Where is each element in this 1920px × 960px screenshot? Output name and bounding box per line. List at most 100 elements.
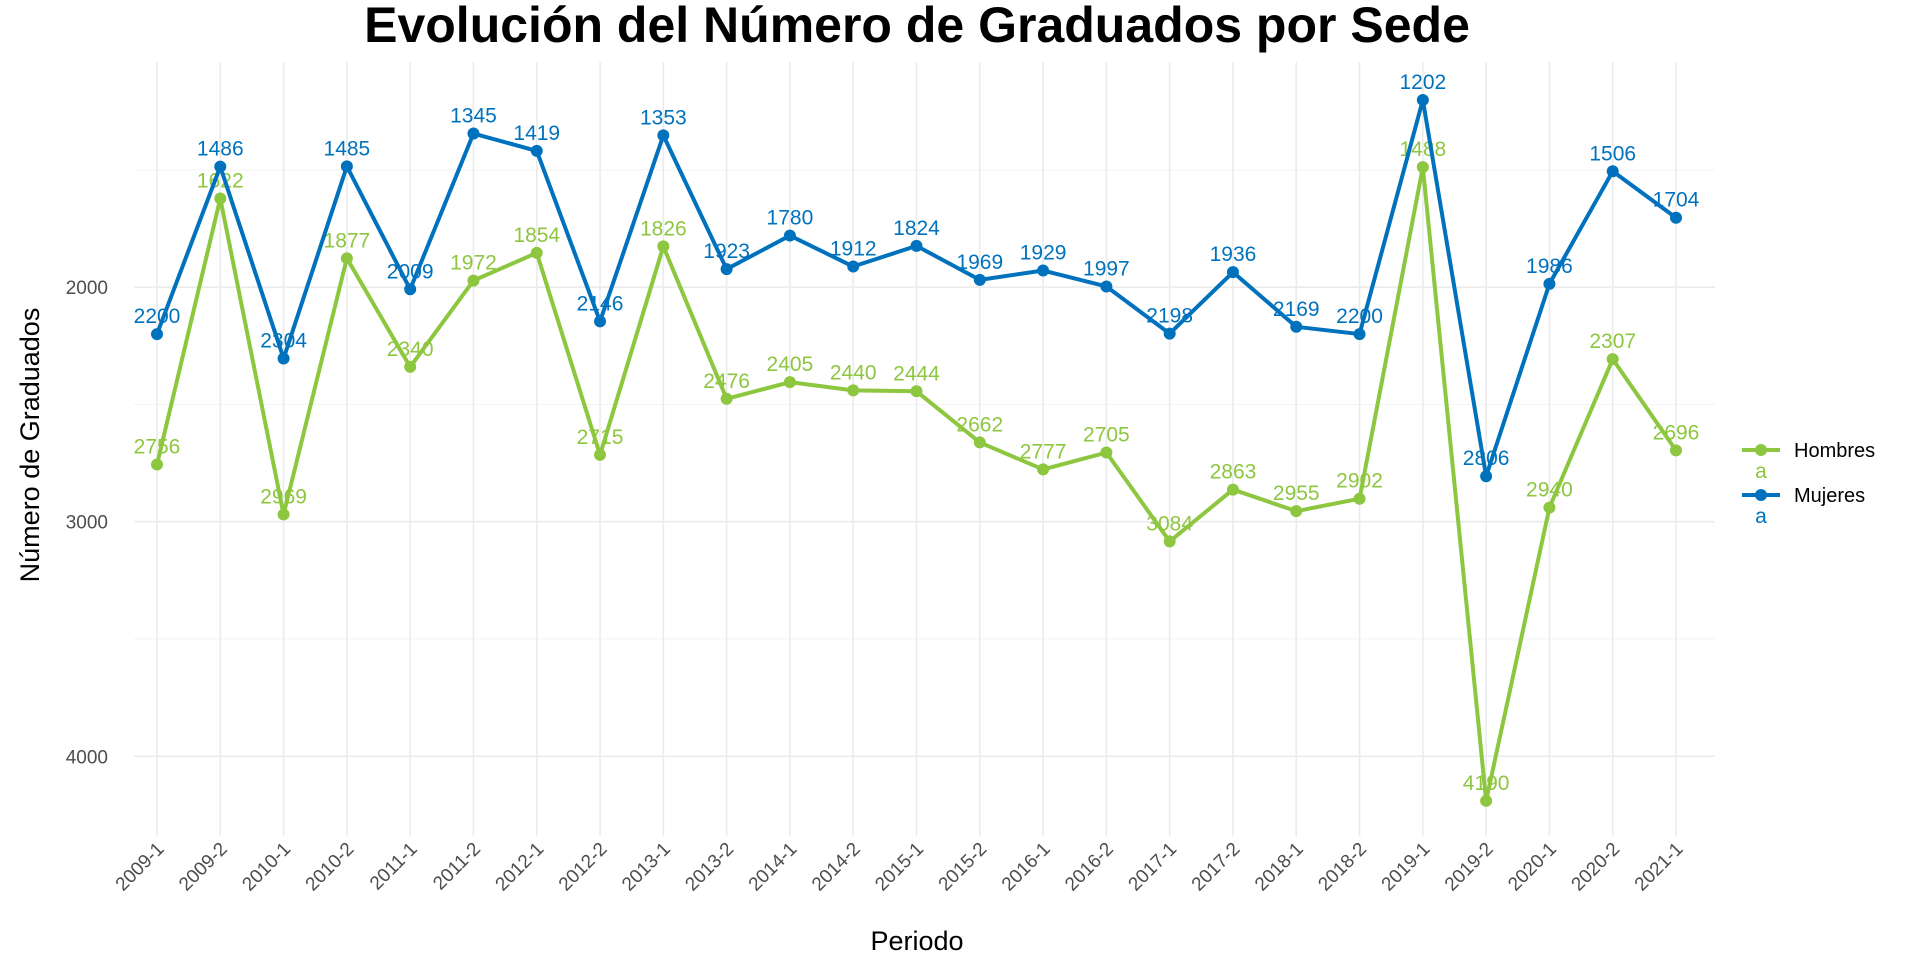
data-point [910, 385, 923, 398]
data-point [530, 246, 543, 259]
data-label: 2902 [1336, 470, 1383, 493]
x-tick-label: 2009-2 [175, 839, 232, 896]
data-label: 1972 [450, 252, 497, 275]
data-label: 1353 [640, 106, 687, 129]
data-label: 2444 [893, 362, 940, 385]
data-label: 2200 [1336, 305, 1383, 328]
data-point [910, 239, 923, 252]
data-label: 2169 [1273, 298, 1320, 321]
data-label: 3084 [1146, 512, 1193, 535]
legend-key-text: a [1755, 460, 1767, 483]
legend-item-hombres: a Hombres [1742, 440, 1875, 483]
data-point [151, 328, 163, 341]
data-point [1606, 353, 1619, 366]
data-point [1163, 327, 1176, 340]
x-tick-label: 2013-2 [681, 839, 738, 896]
data-label: 1854 [513, 224, 560, 247]
data-point [1480, 794, 1493, 807]
data-label: 2340 [387, 338, 434, 361]
data-label: 1986 [1526, 255, 1573, 278]
data-label: 1824 [893, 217, 940, 240]
data-point [1290, 320, 1303, 333]
series-layer: 2756 1622 2969 1877 2340 1972 1854 2715 1826 2476… [134, 71, 1700, 807]
data-label: 2969 [260, 485, 307, 508]
data-point [1226, 483, 1239, 496]
x-tick-label: 2016-1 [998, 839, 1055, 896]
data-point [1606, 165, 1619, 178]
data-point [404, 283, 417, 296]
data-label: 2955 [1273, 482, 1320, 505]
data-point [1100, 280, 1113, 293]
y-tick-label: 2000 [66, 278, 108, 299]
data-label: 1622 [197, 170, 244, 193]
data-label: 2146 [577, 292, 624, 315]
data-point [1353, 328, 1366, 341]
x-tick-label: 2009-1 [112, 839, 169, 896]
x-tick-label: 2016-2 [1061, 839, 1118, 896]
data-point [340, 160, 353, 173]
x-tick-label: 2011-1 [366, 839, 422, 895]
data-point [1037, 463, 1050, 476]
data-label: 1969 [956, 251, 1003, 274]
data-label: 4190 [1463, 772, 1510, 795]
x-tick-label: 2019-1 [1378, 839, 1435, 896]
data-label: 2806 [1463, 447, 1510, 470]
data-point [973, 436, 986, 449]
legend-key-text: a [1755, 505, 1767, 528]
data-label: 1936 [1210, 243, 1257, 266]
data-point [1670, 211, 1682, 224]
data-point [657, 129, 670, 142]
data-point [1670, 444, 1682, 457]
data-point [151, 458, 163, 471]
data-point [720, 392, 733, 405]
data-point [467, 274, 480, 287]
data-point [277, 508, 290, 521]
y-tick-label: 3000 [66, 513, 108, 534]
data-label: 2696 [1653, 421, 1700, 444]
x-axis-title: Periodo [870, 926, 963, 956]
legend-key-point [1755, 489, 1767, 501]
data-point [214, 160, 227, 173]
data-point [847, 384, 860, 397]
data-point [783, 376, 796, 389]
data-label: 1704 [1653, 189, 1700, 212]
data-point [847, 260, 860, 273]
data-point [594, 315, 607, 328]
data-point [277, 352, 290, 365]
x-tick-label: 2015-2 [935, 839, 992, 896]
data-label: 1997 [1083, 257, 1130, 280]
data-point [720, 263, 733, 276]
x-tick-label: 2018-2 [1314, 839, 1371, 896]
data-label: 1780 [767, 207, 814, 230]
data-point [1416, 93, 1429, 106]
x-tick-label: 2011-2 [429, 839, 485, 895]
data-label: 2200 [134, 305, 181, 328]
x-tick-label: 2019-2 [1441, 839, 1498, 896]
x-tick-label: 2017-1 [1125, 839, 1182, 896]
x-tick-label: 2012-1 [492, 839, 549, 896]
x-tick-label: 2010-2 [302, 839, 359, 896]
data-point [1543, 277, 1556, 290]
x-tick-label: 2012-2 [555, 839, 612, 896]
data-label: 1486 [197, 138, 244, 161]
x-tick-label: 2014-2 [808, 839, 865, 896]
x-tick-label: 2021-1 [1631, 839, 1688, 896]
series-hombres: 2756 1622 2969 1877 2340 1972 1854 2715 1826 2476… [134, 138, 1700, 807]
data-label: 2715 [577, 426, 624, 449]
data-label: 2662 [956, 413, 1003, 436]
data-label: 1506 [1589, 142, 1636, 165]
data-point [404, 360, 417, 373]
y-axis-title: Número de Graduados [15, 308, 45, 583]
data-point [1290, 505, 1303, 518]
legend-key-point [1755, 444, 1767, 456]
data-point [783, 229, 796, 242]
data-point [340, 252, 353, 265]
data-label: 2863 [1210, 461, 1257, 484]
data-label: 1485 [324, 137, 371, 160]
data-label: 2405 [767, 353, 814, 376]
chart-title: Evolución del Número de Graduados por Se… [364, 0, 1470, 53]
data-point [657, 240, 670, 253]
data-label: 2777 [1020, 440, 1067, 463]
data-label: 1877 [324, 229, 371, 252]
